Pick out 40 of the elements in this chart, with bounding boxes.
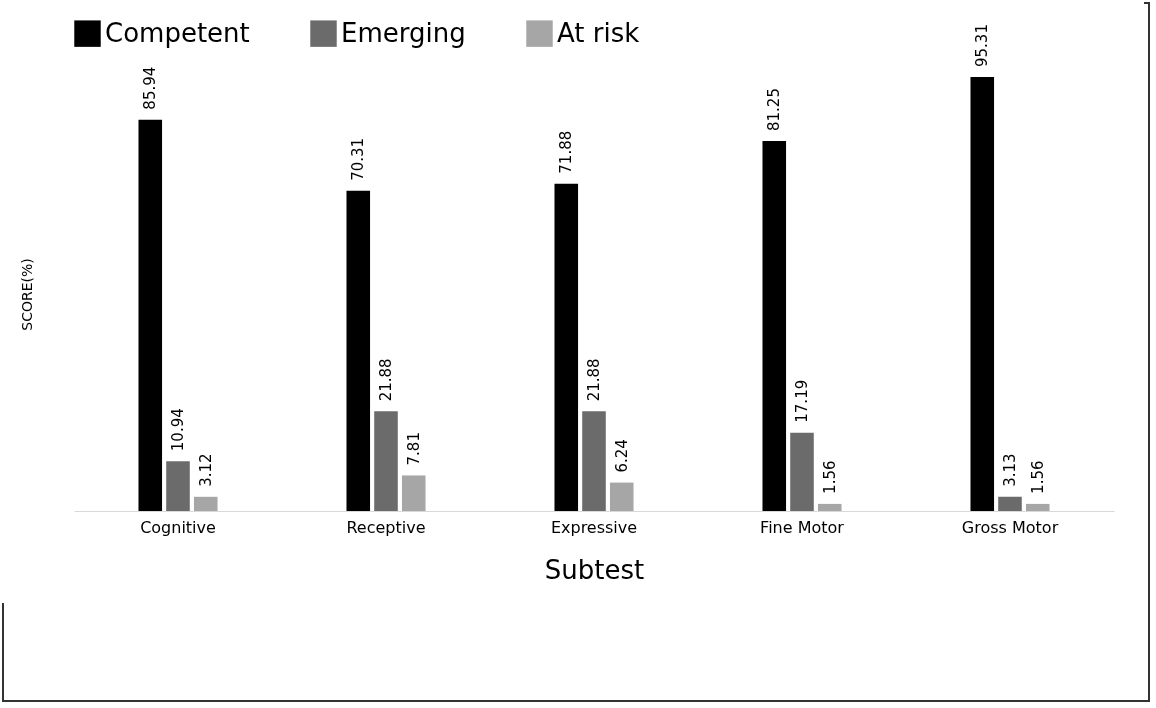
bar [374, 411, 398, 511]
bar [762, 141, 787, 511]
bar [166, 461, 190, 511]
x-tick-label: Receptive [346, 517, 426, 537]
data-label: 21.88 [585, 358, 603, 402]
bar [554, 183, 579, 511]
bar [998, 496, 1022, 511]
bar [138, 119, 163, 511]
bar [817, 503, 842, 511]
x-axis-title: Subtest [544, 554, 645, 585]
data-label: 10.94 [169, 408, 187, 452]
y-axis-title: SCORE(%) [18, 258, 35, 331]
bar [609, 482, 634, 511]
x-tick-label: Expressive [550, 517, 638, 537]
x-tick-label: Gross Motor [961, 517, 1059, 537]
legend-label: At risk [557, 17, 640, 48]
data-label: 6.24 [612, 439, 631, 473]
bar [401, 475, 426, 511]
x-tick-label: Fine Motor [760, 517, 845, 537]
bar [970, 77, 995, 511]
data-label: 7.81 [404, 432, 423, 466]
bar [193, 496, 218, 511]
data-label: 81.25 [765, 88, 784, 132]
bar [790, 432, 814, 511]
data-label: 17.19 [793, 379, 811, 423]
data-label: 71.88 [557, 130, 576, 174]
data-label: 95.31 [973, 24, 992, 67]
bar [582, 411, 606, 511]
data-label: 1.56 [820, 460, 839, 494]
x-tick-label: Cognitive [140, 517, 216, 537]
legend-label: Emerging [341, 17, 466, 48]
data-label: 3.13 [1001, 453, 1019, 487]
legend-label: Competent [105, 17, 250, 48]
data-label: 1.56 [1028, 460, 1047, 494]
data-label: 3.12 [196, 453, 215, 487]
data-label: 70.31 [349, 137, 368, 181]
bar [346, 190, 371, 511]
data-label: 21.88 [377, 358, 395, 402]
data-label: 85.94 [141, 66, 160, 110]
bar [1025, 503, 1050, 511]
